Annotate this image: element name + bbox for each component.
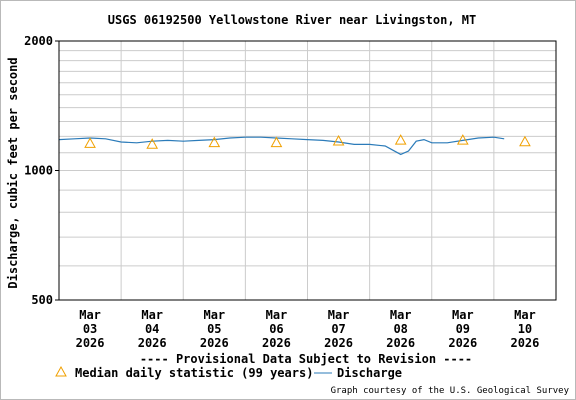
x-tick-label: 2026 [386, 336, 415, 350]
x-tick-label: Mar [452, 308, 474, 322]
y-tick-labels: 500 1000 2000 [24, 34, 59, 307]
x-tick-label: 04 [145, 322, 159, 336]
x-tick-label: 2026 [76, 336, 105, 350]
x-tick-label: Mar [514, 308, 536, 322]
median-point [456, 134, 469, 145]
chart-title: USGS 06192500 Yellowstone River near Liv… [108, 13, 476, 27]
x-tick-label: 09 [456, 322, 470, 336]
grid-lines [59, 41, 556, 300]
median-point [146, 138, 159, 149]
x-tick-label: Mar [141, 308, 163, 322]
x-tick-label: 2026 [448, 336, 477, 350]
x-tick-labels: Mar032026Mar042026Mar052026Mar062026Mar0… [76, 308, 540, 350]
provisional-notice: ---- Provisional Data Subject to Revisio… [140, 352, 472, 366]
credit-text: Graph courtesy of the U.S. Geological Su… [331, 386, 570, 396]
x-tick-label: 05 [207, 322, 221, 336]
median-point [84, 137, 96, 148]
x-tick-label: Mar [266, 308, 288, 322]
median-point [332, 134, 345, 146]
median-series [84, 134, 531, 149]
median-point [270, 136, 283, 148]
x-tick-label: 03 [83, 322, 97, 336]
y-axis-label: Discharge, cubic feet per second [6, 57, 20, 288]
x-tick-label: 2026 [324, 336, 353, 350]
triangle-icon [55, 365, 67, 377]
x-tick-label: 06 [269, 322, 283, 336]
x-tick-label: 2026 [262, 336, 291, 350]
y-tick-label: 500 [31, 293, 53, 307]
x-tick-label: Mar [390, 308, 412, 322]
x-tick-label: Mar [203, 308, 225, 322]
discharge-line [58, 136, 505, 156]
x-tick-label: 2026 [200, 336, 229, 350]
x-tick-label: 10 [518, 322, 532, 336]
x-tick-label: Mar [328, 308, 350, 322]
x-tick-label: 2026 [510, 336, 539, 350]
y-tick-label: 1000 [24, 164, 53, 178]
x-tick-label: Mar [79, 308, 101, 322]
x-tick-label: 08 [393, 322, 407, 336]
y-tick-label: 2000 [24, 34, 53, 48]
median-point [208, 136, 221, 148]
legend-discharge-label: Discharge [337, 366, 402, 380]
median-point [519, 135, 531, 147]
legend: Median daily statistic (99 years) Discha… [55, 365, 402, 380]
x-tick-label: 07 [331, 322, 345, 336]
legend-median-label: Median daily statistic (99 years) [75, 366, 313, 380]
x-tick-label: 2026 [138, 336, 167, 350]
median-point [394, 134, 407, 145]
discharge-series [58, 136, 505, 156]
